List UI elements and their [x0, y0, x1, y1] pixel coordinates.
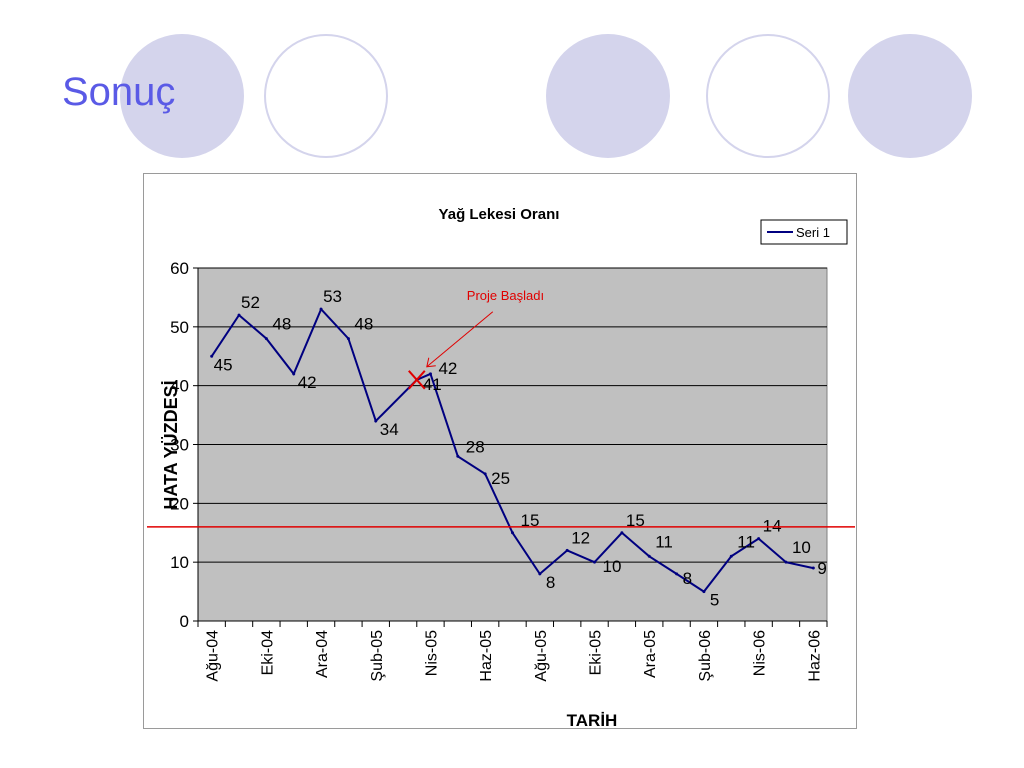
y-tick-label-20: 20: [170, 494, 189, 513]
chart-title: Yağ Lekesi Oranı: [439, 206, 560, 223]
data-point-13: [565, 548, 569, 552]
data-label-14: 10: [603, 557, 622, 576]
data-label-21: 10: [792, 538, 811, 557]
data-label-15: 15: [626, 511, 645, 530]
data-point-12: [538, 572, 542, 576]
data-point-1: [237, 313, 241, 317]
data-label-19: 11: [737, 532, 755, 551]
project-start-marker-b: [408, 370, 426, 390]
data-label-13: 12: [571, 528, 590, 547]
data-point-15: [620, 531, 624, 535]
data-point-11: [511, 531, 514, 535]
data-label-22: 9: [817, 559, 826, 578]
y-tick-label-50: 50: [170, 318, 189, 337]
data-label-1: 52: [241, 293, 260, 312]
y-tick-label-30: 30: [170, 436, 189, 455]
x-tick-label-1: Eki-04: [259, 630, 276, 675]
data-point-10: [483, 472, 487, 476]
data-point-6: [374, 419, 378, 423]
data-label-6: 34: [380, 420, 399, 439]
x-tick-label-11: Haz-06: [806, 630, 823, 682]
data-point-8: [428, 372, 432, 376]
data-point-4: [319, 307, 323, 311]
x-tick-label-2: Ara-04: [314, 630, 331, 678]
data-point-19: [729, 554, 733, 558]
data-point-2: [264, 337, 268, 341]
data-label-3: 42: [298, 373, 317, 392]
x-tick-label-5: Haz-05: [478, 630, 495, 682]
annotation-label: Proje Başladı: [467, 288, 544, 303]
y-axis-label: HATA YÜZDESİ: [161, 380, 181, 509]
legend-label: Seri 1: [796, 225, 830, 240]
chart-frame: Yağ Lekesi Oranı HATA YÜZDESİ TARİH Seri…: [143, 173, 857, 730]
x-tick-label-10: Nis-06: [752, 630, 769, 676]
data-label-0: 45: [214, 355, 233, 374]
data-point-17: [675, 572, 679, 576]
data-point-18: [702, 590, 706, 594]
x-tick-label-0: Ağu-04: [205, 630, 222, 682]
decor-circle-2: [264, 34, 388, 158]
data-label-5: 48: [354, 315, 373, 334]
y-tick-label-0: 0: [180, 612, 189, 631]
y-tick-label-60: 60: [170, 259, 189, 278]
y-tick-label-40: 40: [170, 377, 189, 396]
annotation-arrow-head: [426, 357, 436, 368]
data-label-11: 15: [521, 511, 540, 530]
data-label-16: 11: [655, 532, 673, 551]
decor-circle-5: [848, 34, 972, 158]
decor-circle-4: [706, 34, 830, 158]
data-label-18: 5: [710, 591, 719, 610]
x-tick-label-6: Ağu-05: [533, 630, 550, 682]
x-tick-label-3: Şub-05: [369, 630, 386, 682]
data-point-22: [811, 566, 815, 570]
data-point-16: [647, 554, 651, 558]
x-tick-label-7: Eki-05: [588, 630, 605, 675]
data-label-2: 48: [272, 315, 291, 334]
annotation-arrow-line: [426, 311, 494, 368]
data-point-14: [593, 560, 597, 564]
x-tick-label-4: Nis-05: [423, 630, 440, 676]
x-tick-label-8: Ara-05: [642, 630, 659, 678]
data-label-4: 53: [323, 287, 342, 306]
data-point-20: [757, 537, 761, 541]
decor-circle-3: [546, 34, 670, 158]
line-chart: Yağ Lekesi Oranı HATA YÜZDESİ TARİH Seri…: [147, 206, 855, 730]
y-tick-label-10: 10: [170, 553, 189, 572]
data-point-5: [346, 337, 350, 341]
legend: Seri 1: [760, 219, 848, 245]
data-point-9: [456, 454, 460, 458]
data-label-17: 8: [683, 569, 692, 588]
x-axis-label: TARİH: [567, 711, 618, 730]
data-point-3: [292, 372, 296, 376]
data-point-21: [784, 560, 788, 564]
decor-circle-1: [120, 34, 244, 158]
data-label-8: 42: [438, 359, 457, 378]
x-tick-label-9: Şub-06: [697, 630, 714, 682]
data-point-0: [210, 354, 214, 358]
slide-title: Sonuç: [62, 70, 176, 114]
data-label-9: 28: [466, 437, 485, 456]
data-label-10: 25: [491, 469, 510, 488]
data-label-7: 41: [423, 375, 442, 394]
data-label-12: 8: [546, 573, 555, 592]
